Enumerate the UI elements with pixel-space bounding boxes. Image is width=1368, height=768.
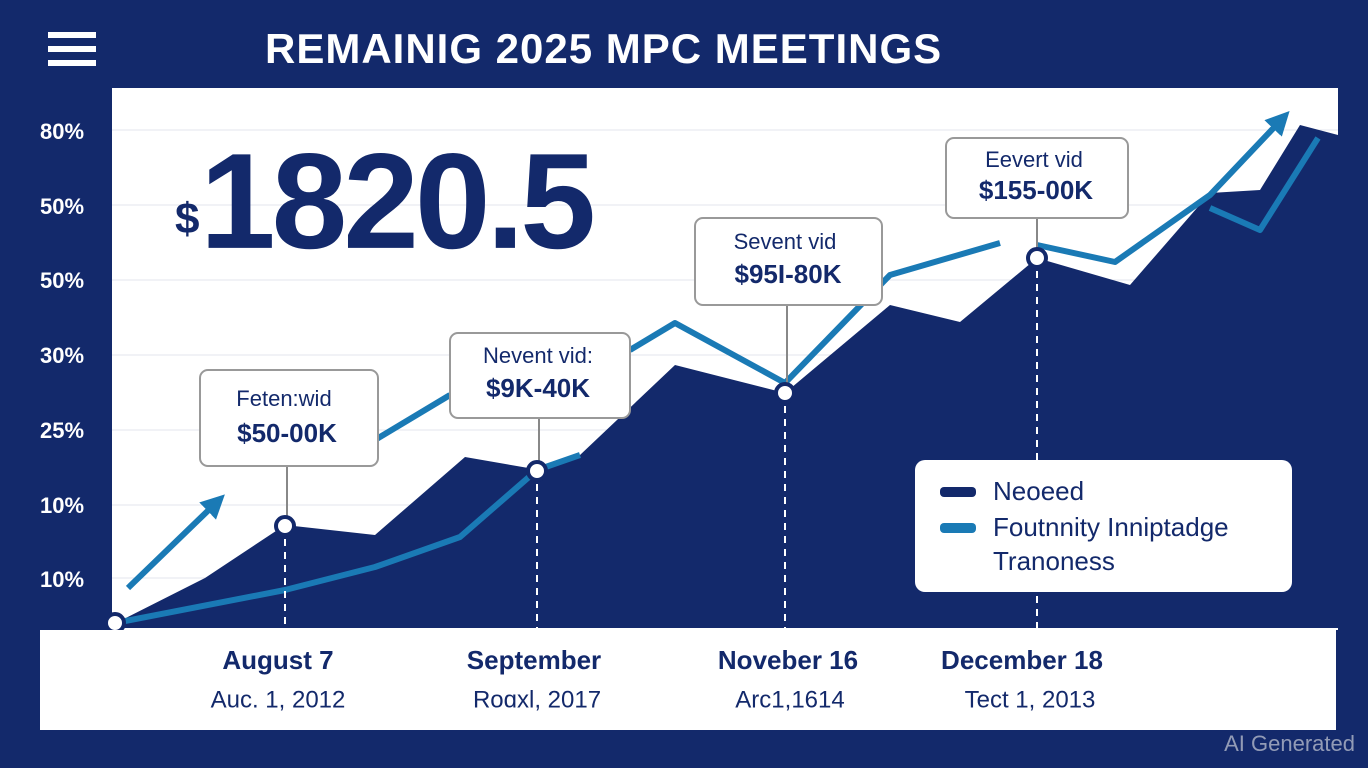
- callout-label: Nevent vid:: [483, 343, 593, 368]
- callout: Sevent vid $95I-80K: [694, 217, 883, 306]
- x-band: [40, 630, 1336, 730]
- watermark: AI Generated: [1224, 731, 1355, 756]
- y-label: 50%: [40, 268, 84, 293]
- callout-value: $95I-80K: [735, 259, 842, 289]
- y-label: 10%: [40, 567, 84, 592]
- dashed-guides: [284, 258, 1038, 628]
- callout-value: $9K-40K: [486, 373, 590, 403]
- headline-number: 1820.5: [200, 125, 592, 277]
- callout-value: $155-00K: [979, 175, 1093, 205]
- y-label: 10%: [40, 493, 84, 518]
- y-labels: 80% 50% 50% 30% 25% 10% 10%: [40, 119, 84, 592]
- x-label: December 18: [941, 645, 1103, 675]
- callout-label: Eevert vid: [985, 147, 1083, 172]
- x-labels: August 7 Auc. 1, 2012 September Roɑxl, 2…: [211, 645, 1103, 713]
- x-label: September: [467, 645, 601, 675]
- x-sublabel: Roɑxl, 2017: [473, 686, 601, 713]
- callout: Nevent vid: $9K-40K: [449, 332, 631, 419]
- currency: $: [175, 195, 199, 244]
- y-label: 25%: [40, 418, 84, 443]
- x-sublabel: Tect 1, 2013: [965, 686, 1096, 713]
- legend-swatch: [940, 523, 976, 533]
- legend-label: Tranoness: [993, 546, 1115, 576]
- legend-label: Foutnnity Inniptadge: [993, 512, 1229, 542]
- y-label: 50%: [40, 194, 84, 219]
- x-sublabel: Auc. 1, 2012: [211, 686, 346, 713]
- callout-label: Feten:wid: [236, 386, 331, 411]
- title: REMAINIG 2025 MPC MEETINGS: [265, 25, 942, 72]
- menu-icon[interactable]: [48, 32, 96, 66]
- x-sublabel: Arc1,1614: [735, 686, 844, 713]
- callout: Feten:wid $50-00K: [199, 369, 379, 467]
- connectors: [286, 218, 1038, 518]
- legend-swatch: [940, 487, 976, 497]
- callout-value: $50-00K: [237, 418, 337, 448]
- callout-label: Sevent vid: [734, 229, 837, 254]
- legend: Neoeed Foutnnity Inniptadge Tranoness: [915, 460, 1292, 592]
- callout: Eevert vid $155-00K: [945, 137, 1129, 219]
- legend-label: Neoeed: [993, 476, 1084, 506]
- y-label: 80%: [40, 119, 84, 144]
- x-label: August 7: [222, 645, 333, 675]
- y-label: 30%: [40, 343, 84, 368]
- markers: [104, 247, 1048, 634]
- x-label: Noveber 16: [718, 645, 858, 675]
